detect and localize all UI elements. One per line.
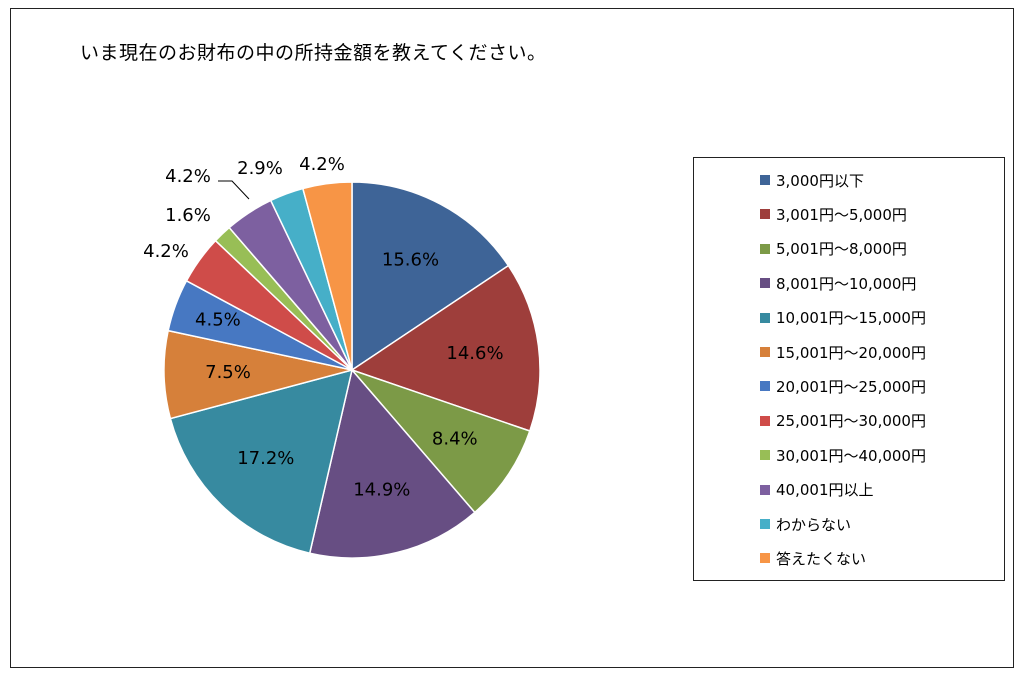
legend-label: 15,001円～20,000円 (776, 343, 926, 362)
legend-label: 3,000円以下 (776, 171, 864, 190)
pie-value-label: 15.6% (382, 250, 439, 271)
legend-item: 5,001円～8,000円 (760, 239, 907, 259)
chart-frame (10, 8, 1014, 668)
legend-swatch (760, 415, 770, 426)
legend-item: 30,001円～40,000円 (760, 445, 926, 465)
legend-swatch (760, 175, 770, 185)
legend-item: 40,001円以上 (760, 480, 874, 500)
legend-label: 20,001円～25,000円 (776, 377, 926, 396)
legend-item: わからない (760, 514, 851, 534)
legend-label: 答えたくない (776, 549, 867, 568)
legend-label: わからない (776, 515, 852, 534)
pie-value-label: 4.5% (195, 310, 241, 331)
pie-value-labels: 15.6% 14.6% 8.4% 14.9% 17.2% 7.5% 4.5% 4.2% 1.6%… (143, 154, 503, 501)
legend-swatch (760, 243, 770, 254)
pie-slice (349, 368, 531, 514)
pie-value-label: 4.2% (299, 154, 345, 175)
pie-value-label: 7.5% (205, 362, 251, 383)
pie-slices (163, 181, 541, 559)
legend-label: 10,001円～15,000円 (776, 309, 926, 328)
pie-value-label: 14.6% (446, 343, 503, 364)
chart-legend: 3,000円以下 3,001円～5,000円 5,001円～8,000円 8,001円… (693, 157, 1005, 581)
chart-title: いま現在のお財布の中の所持金額を教えてください。 (80, 42, 547, 64)
pie-slice (351, 181, 510, 372)
leader-line (218, 180, 250, 200)
legend-swatch (760, 519, 770, 529)
legend-swatch (760, 347, 770, 357)
pie-value-label: 8.4% (432, 429, 478, 450)
pie-value-label: 17.2% (237, 448, 294, 469)
legend-label: 30,001円～40,000円 (776, 446, 926, 465)
pie-value-label: 4.2% (143, 241, 189, 262)
legend-swatch (760, 381, 770, 392)
legend-item: 8,001円～10,000円 (760, 273, 916, 293)
legend-swatch (760, 278, 770, 289)
pie-slice (301, 181, 353, 371)
legend-item: 3,000円以下 (760, 170, 864, 190)
pie-value-label: 1.6% (165, 205, 211, 226)
legend-item: 20,001円～25,000円 (760, 376, 926, 396)
legend-swatch (760, 312, 770, 323)
legend-label: 25,001円～30,000円 (776, 412, 926, 431)
pie-slice (350, 264, 541, 432)
legend-label: 40,001円以上 (776, 481, 874, 500)
pie-value-label: 4.2% (165, 166, 211, 187)
pie-slice (169, 368, 354, 555)
legend-item: 15,001円～20,000円 (760, 342, 926, 362)
legend-swatch (760, 209, 770, 220)
legend-item: 10,001円～15,000円 (760, 308, 926, 328)
legend-label: 5,001円～8,000円 (776, 240, 907, 259)
legend-item: 25,001円～30,000円 (760, 411, 926, 431)
legend-item: 3,001円～5,000円 (760, 204, 907, 224)
legend-item: 答えたくない (760, 548, 866, 568)
legend-swatch (760, 484, 770, 495)
pie-value-label: 14.9% (353, 480, 410, 501)
legend-swatch (760, 553, 770, 564)
pie-value-label: 2.9% (237, 158, 283, 179)
legend-label: 3,001円～5,000円 (776, 205, 907, 224)
pie-slice (308, 368, 476, 559)
legend-label: 8,001円～10,000円 (776, 274, 917, 293)
legend-swatch (760, 450, 770, 461)
